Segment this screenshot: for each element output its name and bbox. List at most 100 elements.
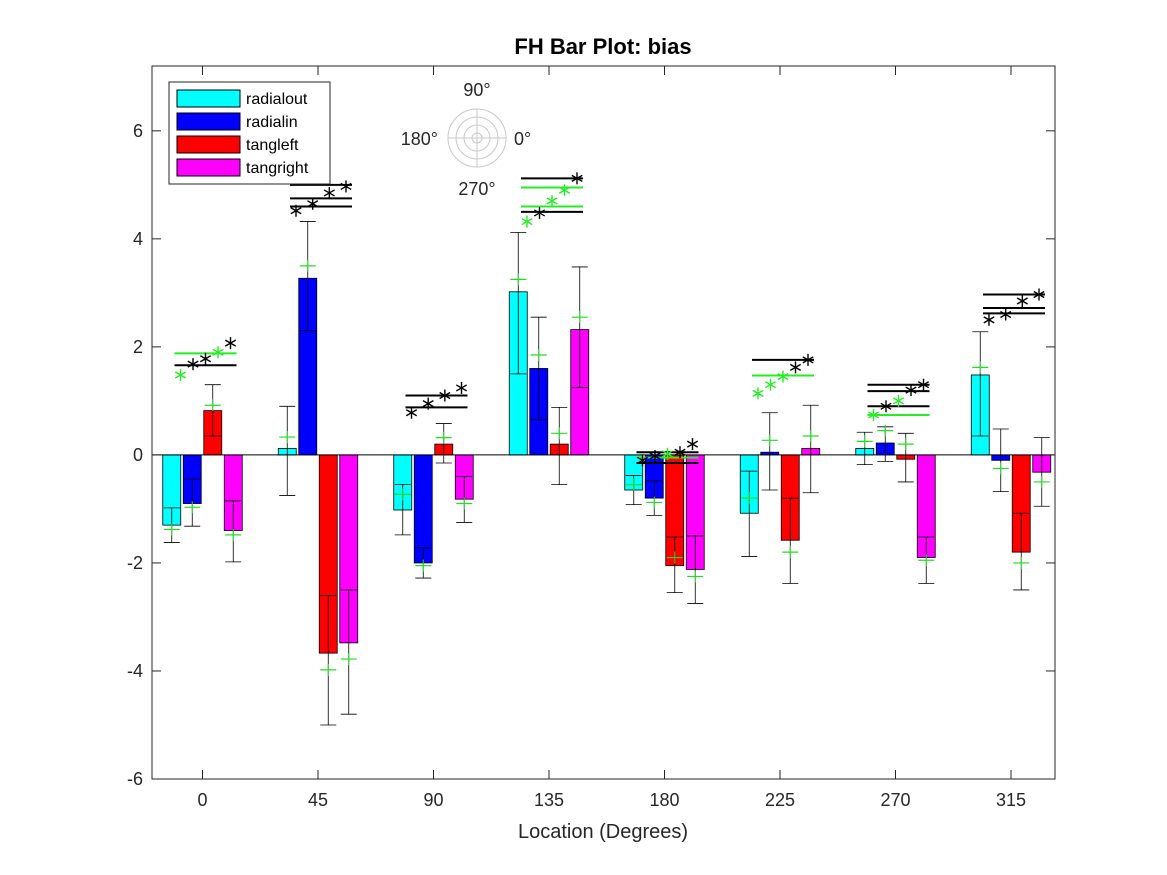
significance-star-green [752, 387, 764, 400]
star-stroke [686, 440, 699, 448]
significance-star-green [777, 370, 789, 383]
significance-star-black [905, 384, 917, 397]
x-axis: 0 45 90 135 180 225 270 315 [197, 66, 1026, 810]
x-tick-label: 225 [765, 790, 795, 810]
bar-radialin-90 [413, 454, 433, 564]
significance-star-black [439, 389, 451, 402]
star-stroke [649, 452, 661, 460]
x-axis-label: Location (Degrees) [518, 821, 688, 843]
x-tick-label: 315 [996, 790, 1026, 810]
star-stroke [405, 409, 418, 417]
significance-star-black [1033, 288, 1045, 301]
significance-star-green [521, 215, 533, 228]
star-stroke [307, 200, 319, 208]
star-stroke [905, 386, 917, 394]
significance-star-green [212, 346, 224, 359]
star-stroke [422, 399, 434, 408]
significance-star-black [983, 313, 995, 326]
compass-inset: 90° 180° 0° 270° [401, 80, 531, 199]
y-tick-label: 4 [133, 229, 143, 249]
star-stroke [867, 411, 880, 419]
significance-star-black [649, 449, 661, 462]
x-tick-label: 90 [423, 790, 443, 810]
y-tick-label: 0 [133, 445, 143, 465]
significance-star-black [323, 186, 335, 199]
significance-star-black [533, 206, 546, 219]
significance-star-black [1016, 294, 1028, 307]
star-stroke [439, 391, 451, 400]
star-stroke [174, 371, 187, 379]
significance-layer [174, 172, 1045, 467]
x-tick-label: 45 [308, 790, 328, 810]
x-tick-label: 270 [880, 790, 910, 810]
star-stroke [558, 186, 571, 194]
star-stroke [752, 389, 764, 397]
significance-star-black [802, 353, 814, 366]
y-tick-label: 2 [133, 337, 143, 357]
significance-star-black [455, 381, 468, 394]
star-stroke [533, 209, 546, 217]
legend-swatch-radialin [176, 112, 241, 131]
significance-star-green [558, 184, 571, 197]
y-axis: -6 -4 -2 0 2 4 6 [127, 121, 1055, 789]
significance-star-black [199, 352, 212, 365]
significance-star-black [187, 358, 199, 371]
chart-title: FH Bar Plot: bias [514, 34, 691, 59]
star-stroke [212, 348, 224, 356]
star-stroke [661, 450, 674, 458]
significance-star-black [917, 378, 930, 391]
star-stroke [777, 372, 789, 381]
significance-star-black [789, 361, 802, 374]
significance-star-green [867, 408, 880, 421]
star-stroke [187, 360, 199, 368]
significance-star-black [224, 337, 237, 350]
star-stroke [340, 182, 352, 191]
star-stroke [455, 384, 468, 392]
star-stroke [323, 189, 335, 197]
significance-star-black [422, 397, 434, 410]
legend-label-tangleft: tangleft [246, 137, 299, 154]
significance-star-green [174, 368, 187, 381]
significance-star-black [405, 406, 418, 419]
y-tick-label: -6 [127, 769, 143, 789]
legend-label-radialin: radialin [246, 114, 298, 131]
star-stroke [224, 339, 237, 347]
star-stroke [764, 381, 777, 389]
significance-star-black [290, 204, 302, 217]
significance-star-green [892, 394, 905, 407]
compass-label-0: 0° [514, 129, 531, 149]
star-stroke [571, 174, 583, 182]
compass-label-90: 90° [463, 80, 490, 100]
y-tick-label: 6 [133, 121, 143, 141]
star-stroke [199, 355, 212, 363]
significance-star-black [686, 438, 699, 451]
star-stroke [892, 397, 905, 405]
x-tick-label: 0 [197, 790, 207, 810]
plot-frame [151, 65, 1056, 780]
x-tick-label: 135 [534, 790, 564, 810]
legend-swatch-radialout [176, 89, 241, 108]
star-stroke [290, 207, 302, 215]
significance-star-black [636, 454, 649, 467]
y-tick-label: -4 [127, 661, 143, 681]
legend-label-radialout: radialout [246, 91, 308, 108]
star-stroke [802, 356, 814, 364]
legend-swatch-tangleft [176, 135, 241, 154]
significance-star-black [571, 172, 583, 185]
star-stroke [1033, 290, 1045, 299]
compass-label-270: 270° [458, 179, 495, 199]
star-stroke [674, 448, 686, 456]
star-stroke [880, 402, 892, 410]
significance-star-black [307, 197, 319, 210]
significance-star-black [674, 446, 686, 459]
significance-star-black [880, 400, 892, 413]
star-stroke [636, 456, 649, 464]
star-stroke [789, 363, 802, 372]
x-tick-label: 180 [649, 790, 679, 810]
star-stroke [1016, 297, 1028, 305]
star-stroke [1000, 310, 1012, 319]
significance-star-black [1000, 308, 1012, 321]
compass-label-180: 180° [401, 129, 438, 149]
star-stroke [983, 316, 995, 324]
